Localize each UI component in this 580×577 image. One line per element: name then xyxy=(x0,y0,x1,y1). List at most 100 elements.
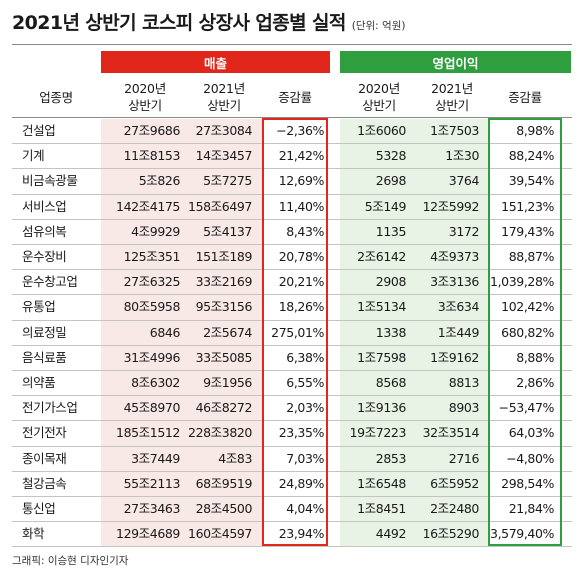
sales-change-cell: 8,43% xyxy=(286,223,324,239)
op-change-cell: 298,54% xyxy=(501,475,554,491)
sales-change-cell: 21,42% xyxy=(278,148,325,164)
row-divider xyxy=(12,395,572,397)
op-2021-cell: 8903 xyxy=(448,400,480,416)
table-row: 운수창고업 27조6325 33조2169 20,21% 2908 3조3136 1,039… xyxy=(0,270,580,293)
industry-cell: 화학 xyxy=(22,526,45,542)
row-divider xyxy=(12,193,572,195)
industry-cell: 유통업 xyxy=(22,299,56,315)
sales-change-cell: −2,36% xyxy=(276,123,324,138)
row-divider xyxy=(12,344,572,346)
row-divider xyxy=(12,244,572,245)
industry-cell: 기계 xyxy=(22,148,45,164)
op-2020-cell: 1조6060 xyxy=(357,123,406,138)
op-2021-cell: 2716 xyxy=(448,450,480,466)
op-2021-cell: 1조7503 xyxy=(430,123,479,138)
header-divider xyxy=(12,117,572,118)
op-2020-cell: 1338 xyxy=(375,324,407,340)
table-row: 건설업 27조9686 27조3084 −2,36% 1조6060 1조7503 8,98% xyxy=(0,119,580,142)
row-divider xyxy=(12,521,572,523)
row-divider xyxy=(12,496,572,497)
sales-change-cell: 24,89% xyxy=(278,475,325,491)
sales-change-cell: 2,03% xyxy=(286,400,324,416)
row-divider xyxy=(12,269,572,271)
op-2021-cell: 16조5290 xyxy=(422,526,480,542)
sales-2020-cell: 27조6325 xyxy=(123,274,181,290)
sales-2021-cell: 2조5674 xyxy=(203,324,252,340)
industry-cell: 의료정밀 xyxy=(22,324,67,340)
operating-profit-section-header: 영업이익 xyxy=(340,51,571,73)
unit-label: (단위: 억원) xyxy=(351,20,406,32)
industry-cell: 음식료품 xyxy=(22,349,67,365)
sales-2020-cell: 80조5958 xyxy=(123,299,181,315)
chart-title: 2021년 상반기 코스피 상장사 업종별 실적 xyxy=(12,12,346,34)
sales-2021-cell: 5조4137 xyxy=(203,223,252,239)
sales-2020-cell: 129조4689 xyxy=(116,526,180,542)
industry-cell: 건설업 xyxy=(22,123,56,138)
op-2020-cell: 2908 xyxy=(375,274,407,290)
row-divider xyxy=(12,420,572,422)
sales-2021-cell: 14조3457 xyxy=(195,148,253,164)
sales-2020-cell: 55조2113 xyxy=(123,475,181,491)
row-divider xyxy=(12,319,572,321)
row-divider xyxy=(12,218,572,220)
op-2021-cell: 2조2480 xyxy=(430,501,479,516)
row-divider xyxy=(12,546,572,548)
op-change-cell: 102,42% xyxy=(501,299,554,315)
sales-change-cell: 11,40% xyxy=(278,198,325,214)
sales-2020-cell: 27조3463 xyxy=(123,501,181,516)
op-change-cell: 88,87% xyxy=(508,249,555,264)
sales-change-cell: 18,26% xyxy=(278,299,325,315)
industry-cell: 서비스업 xyxy=(22,198,67,214)
sales-2020-cell: 31조4996 xyxy=(123,349,181,365)
op-change-highlight xyxy=(488,118,562,546)
industry-cell: 운수장비 xyxy=(22,249,67,264)
sales-2021-cell: 228조3820 xyxy=(188,425,252,441)
table-row: 음식료품 31조4996 33조5085 6,38% 1조7598 1조9162 8,88% xyxy=(0,346,580,369)
op-2020-cell: 5328 xyxy=(375,148,407,164)
sales-2021-cell: 33조2169 xyxy=(195,274,253,290)
op-change-cell: −4,80% xyxy=(506,450,554,466)
op-change-cell: 8,88% xyxy=(516,349,554,365)
table-row: 운수장비 125조351 151조189 20,78% 2조6142 4조9373 88,8… xyxy=(0,245,580,268)
table-row: 통신업 27조3463 28조4500 4,04% 1조8451 2조2480 21,84% xyxy=(0,497,580,520)
sales-2020-cell: 8조6302 xyxy=(131,375,180,390)
op-change-cell: 151,23% xyxy=(501,198,554,214)
row-divider xyxy=(12,370,572,371)
op-2020-cell: 1135 xyxy=(375,223,407,239)
sales-2021-cell: 28조4500 xyxy=(195,501,253,516)
header-sales-2021: 2021년 상반기 xyxy=(203,81,245,113)
sales-2021-cell: 95조3156 xyxy=(195,299,253,315)
row-divider xyxy=(12,168,572,170)
op-2020-cell: 2853 xyxy=(375,450,407,466)
table-row: 비금속광물 5조826 5조7275 12,69% 2698 3764 39,54% xyxy=(0,169,580,192)
sales-2021-cell: 158조6497 xyxy=(188,198,252,214)
op-2021-cell: 1조449 xyxy=(437,324,480,340)
sales-2021-cell: 27조3084 xyxy=(195,123,253,138)
table-row: 의약품 8조6302 9조1956 6,55% 8568 8813 2,86% xyxy=(0,371,580,394)
op-2021-cell: 4조9373 xyxy=(430,249,479,264)
row-divider xyxy=(12,143,572,145)
sales-change-cell: 12,69% xyxy=(278,173,325,189)
sales-2021-cell: 68조9519 xyxy=(195,475,253,491)
table-row: 유통업 80조5958 95조3156 18,26% 1조5134 3조634 102,42… xyxy=(0,295,580,318)
sales-change-cell: 20,21% xyxy=(278,274,325,290)
sales-2021-cell: 151조189 xyxy=(195,249,253,264)
op-2021-cell: 32조3514 xyxy=(422,425,480,441)
op-2021-cell: 1조9162 xyxy=(430,349,479,365)
sales-2020-cell: 5조826 xyxy=(138,173,181,189)
table-row: 전기가스업 45조8970 46조8272 2,03% 1조9136 8903 −53,47… xyxy=(0,396,580,419)
sales-2021-cell: 5조7275 xyxy=(203,173,252,189)
credit-text: 그래픽: 이승현 디자인기자 xyxy=(12,555,129,567)
industry-cell: 섬유의복 xyxy=(22,223,67,239)
table-row: 화학 129조4689 160조4597 23,94% 4492 16조5290 3,579… xyxy=(0,522,580,545)
sales-change-highlight xyxy=(262,118,328,546)
op-2021-cell: 6조5952 xyxy=(430,475,479,491)
header-op-2020: 2020년 상반기 xyxy=(358,81,400,113)
op-2020-cell: 1조8451 xyxy=(357,501,406,516)
sales-change-cell: 275,01% xyxy=(271,324,324,340)
op-2020-cell: 5조149 xyxy=(364,198,407,214)
sales-2021-cell: 33조5085 xyxy=(195,349,253,365)
op-2021-cell: 1조30 xyxy=(445,148,479,164)
sales-change-cell: 23,94% xyxy=(278,526,325,542)
sales-change-cell: 23,35% xyxy=(278,425,325,441)
